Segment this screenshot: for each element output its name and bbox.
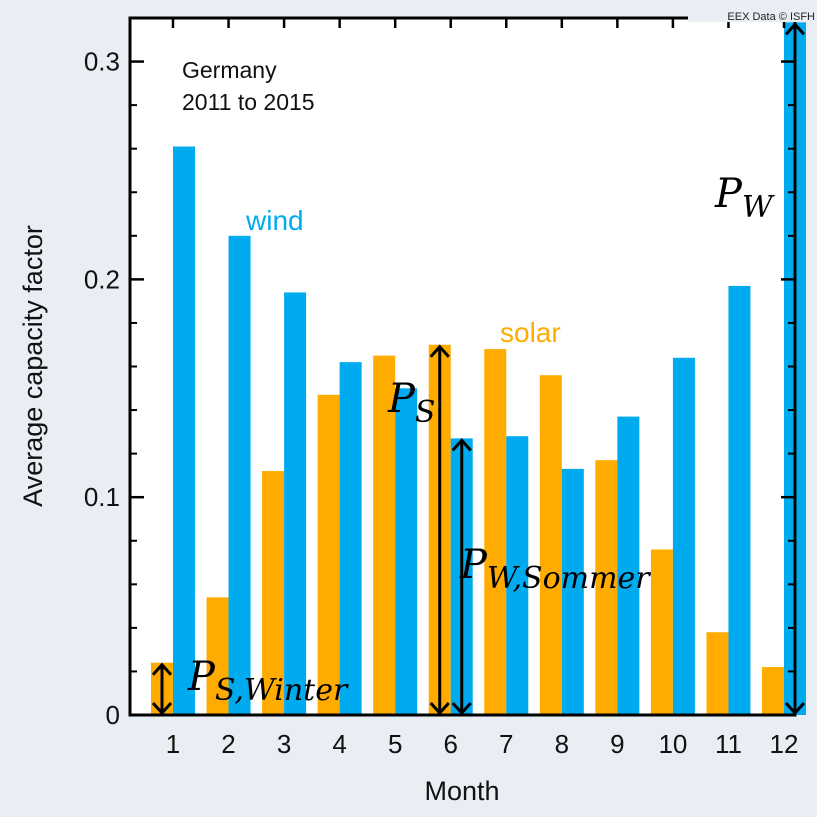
p-s-arrow-head-top — [429, 344, 450, 358]
wind-bar-5 — [395, 388, 418, 715]
x-tick-label: 8 — [555, 729, 569, 759]
x-tick-label: 1 — [166, 729, 180, 759]
x-tick-label: 5 — [388, 729, 402, 759]
x-tick-label: 3 — [277, 729, 291, 759]
p-w-label-subscript: W — [742, 190, 775, 225]
p-s-arrow-head-bottom — [429, 701, 450, 716]
solar-series-label: solar — [500, 317, 561, 348]
solar-bar-12 — [762, 667, 784, 715]
wind-bar-7 — [506, 436, 529, 715]
x-tick-label: 2 — [221, 729, 235, 759]
y-tick-label: 0.2 — [84, 264, 120, 294]
p-w-sommer-label-subscript: W,Sommer — [487, 561, 651, 596]
wind-series-label: wind — [245, 205, 304, 236]
p-s-winter-label: PS,Winter — [187, 654, 349, 708]
x-tick-label: 10 — [658, 729, 687, 759]
x-tick-label: 12 — [770, 729, 799, 759]
p-w-label: PW — [714, 171, 775, 225]
p-w-label-main: P — [714, 171, 743, 217]
wind-bar-10 — [672, 357, 695, 715]
source-credit: EEX Data © ISFH — [727, 11, 815, 23]
x-tick-label: 7 — [499, 729, 513, 759]
solar-bar-5 — [373, 355, 396, 715]
source-credit-bg — [688, 8, 817, 22]
x-tick-label: 4 — [332, 729, 346, 759]
p-w-sommer-arrow-head-top — [451, 438, 472, 452]
y-tick-label: 0 — [106, 700, 120, 730]
wind-bar-1 — [173, 146, 195, 715]
p-w-arrow-head-bottom — [784, 701, 806, 716]
solar-bar-8 — [539, 375, 562, 715]
x-axis-label: Month — [424, 776, 499, 806]
p-s-label-subscript: S — [415, 395, 436, 430]
solar-bar-7 — [484, 349, 507, 715]
p-w-sommer-label-main: P — [459, 542, 488, 588]
solar-bar-9 — [595, 460, 618, 715]
p-w-arrow-head-top — [784, 22, 806, 36]
solar-bar-11 — [706, 632, 729, 715]
solar-bar-2 — [206, 597, 229, 715]
y-axis-label: Average capacity factor — [18, 225, 48, 507]
solar-bar-10 — [650, 549, 673, 715]
p-s-label-main: P — [387, 376, 416, 422]
p-s-winter-label-subscript: S,Winter — [215, 673, 349, 708]
period-label: 2011 to 2015 — [182, 89, 315, 115]
p-s-winter-label-main: P — [187, 654, 216, 700]
solar-bar-3 — [262, 471, 285, 715]
wind-bar-2 — [228, 235, 251, 715]
wind-bar-11 — [728, 285, 751, 715]
x-tick-label: 11 — [715, 729, 742, 759]
y-tick-label: 0.3 — [84, 47, 120, 77]
y-tick-label: 0.1 — [84, 482, 120, 512]
x-tick-label: 6 — [443, 729, 457, 759]
p-s-winter-arrow-head-top — [151, 662, 173, 676]
wind-bar-8 — [561, 468, 584, 715]
p-s-winter-arrow-head-bottom — [151, 701, 173, 716]
wind-bar-3 — [284, 292, 307, 715]
solar-bar-4 — [317, 394, 340, 715]
wind-bar-4 — [339, 362, 362, 715]
x-tick-label: 9 — [610, 729, 624, 759]
p-s-label: PS — [387, 376, 435, 430]
p-w-sommer-arrow-head-bottom — [451, 701, 472, 716]
p-w-sommer-label: PW,Sommer — [459, 542, 651, 596]
wind-bar-9 — [617, 416, 640, 715]
region-label: Germany — [182, 57, 277, 83]
